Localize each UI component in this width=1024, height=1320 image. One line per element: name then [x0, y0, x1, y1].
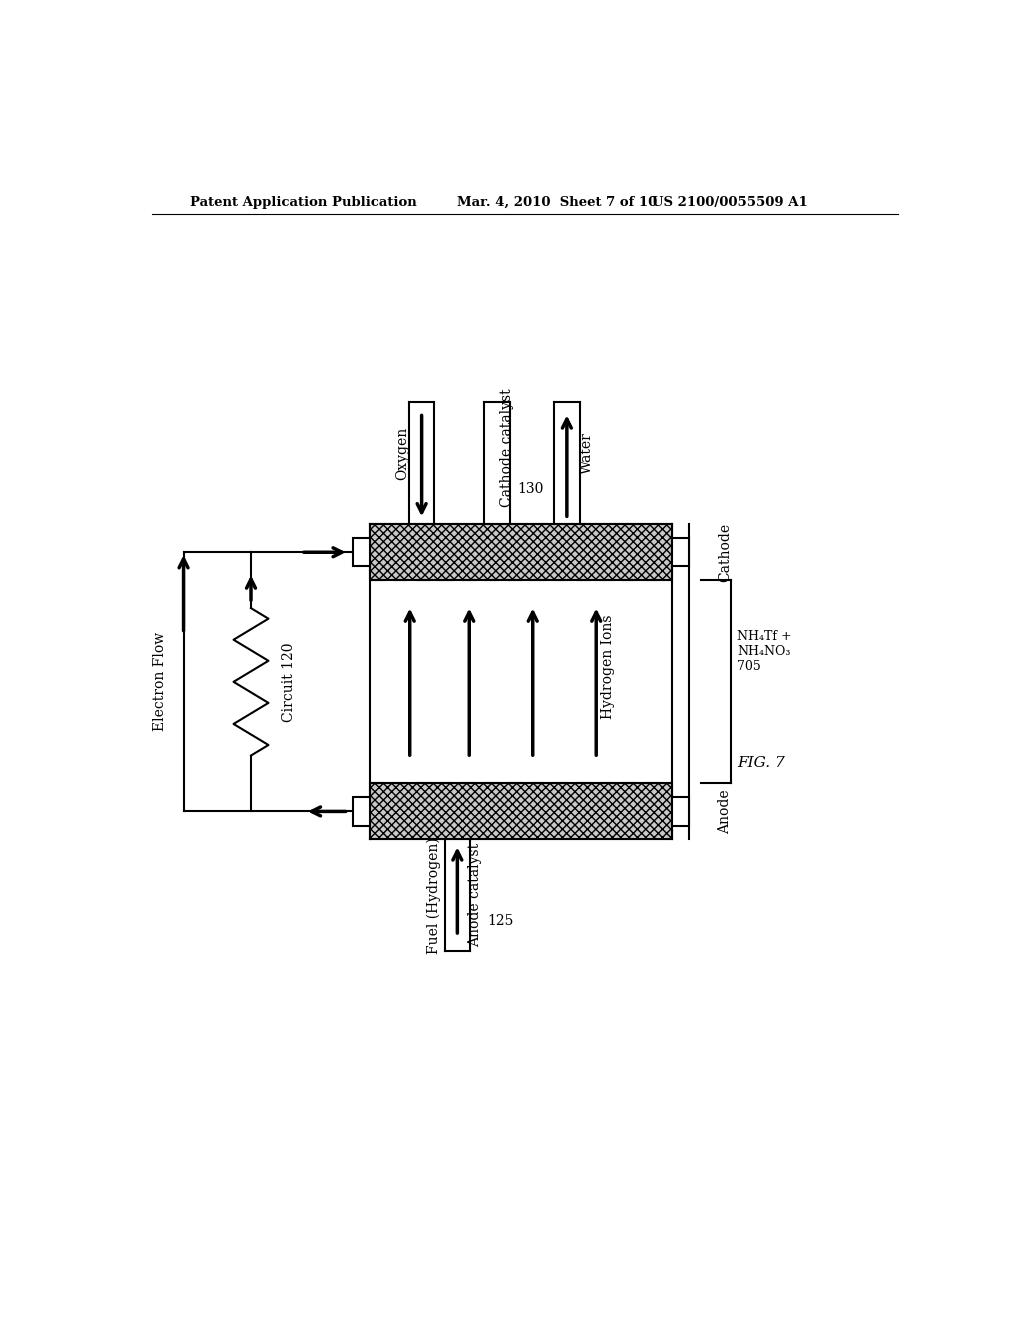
Bar — [370, 524, 672, 581]
Text: Fuel (Hydrogen): Fuel (Hydrogen) — [426, 837, 440, 953]
Text: NH₄Tf +
NH₄NO₃
705: NH₄Tf + NH₄NO₃ 705 — [737, 630, 793, 673]
Text: 125: 125 — [487, 913, 514, 928]
Text: Anode: Anode — [718, 789, 732, 834]
Text: Hydrogen Ions: Hydrogen Ions — [601, 614, 615, 719]
Text: US 2100/0055509 A1: US 2100/0055509 A1 — [652, 195, 808, 209]
Text: Cathode catalyst: Cathode catalyst — [500, 389, 514, 507]
Text: Anode catalyst: Anode catalyst — [468, 843, 482, 948]
Text: 130: 130 — [517, 482, 544, 496]
Text: FIG. 7: FIG. 7 — [737, 756, 785, 770]
Bar — [352, 539, 370, 566]
Bar — [370, 784, 672, 840]
Bar — [352, 797, 370, 826]
Bar — [672, 797, 689, 826]
Text: Electron Flow: Electron Flow — [153, 632, 167, 731]
Text: Circuit 120: Circuit 120 — [282, 642, 296, 722]
Text: Oxygen: Oxygen — [395, 426, 409, 479]
Text: Cathode: Cathode — [718, 523, 732, 582]
Bar — [672, 539, 689, 566]
Text: Patent Application Publication: Patent Application Publication — [189, 195, 417, 209]
Text: Mar. 4, 2010  Sheet 7 of 10: Mar. 4, 2010 Sheet 7 of 10 — [458, 195, 657, 209]
Text: Water: Water — [580, 432, 594, 474]
